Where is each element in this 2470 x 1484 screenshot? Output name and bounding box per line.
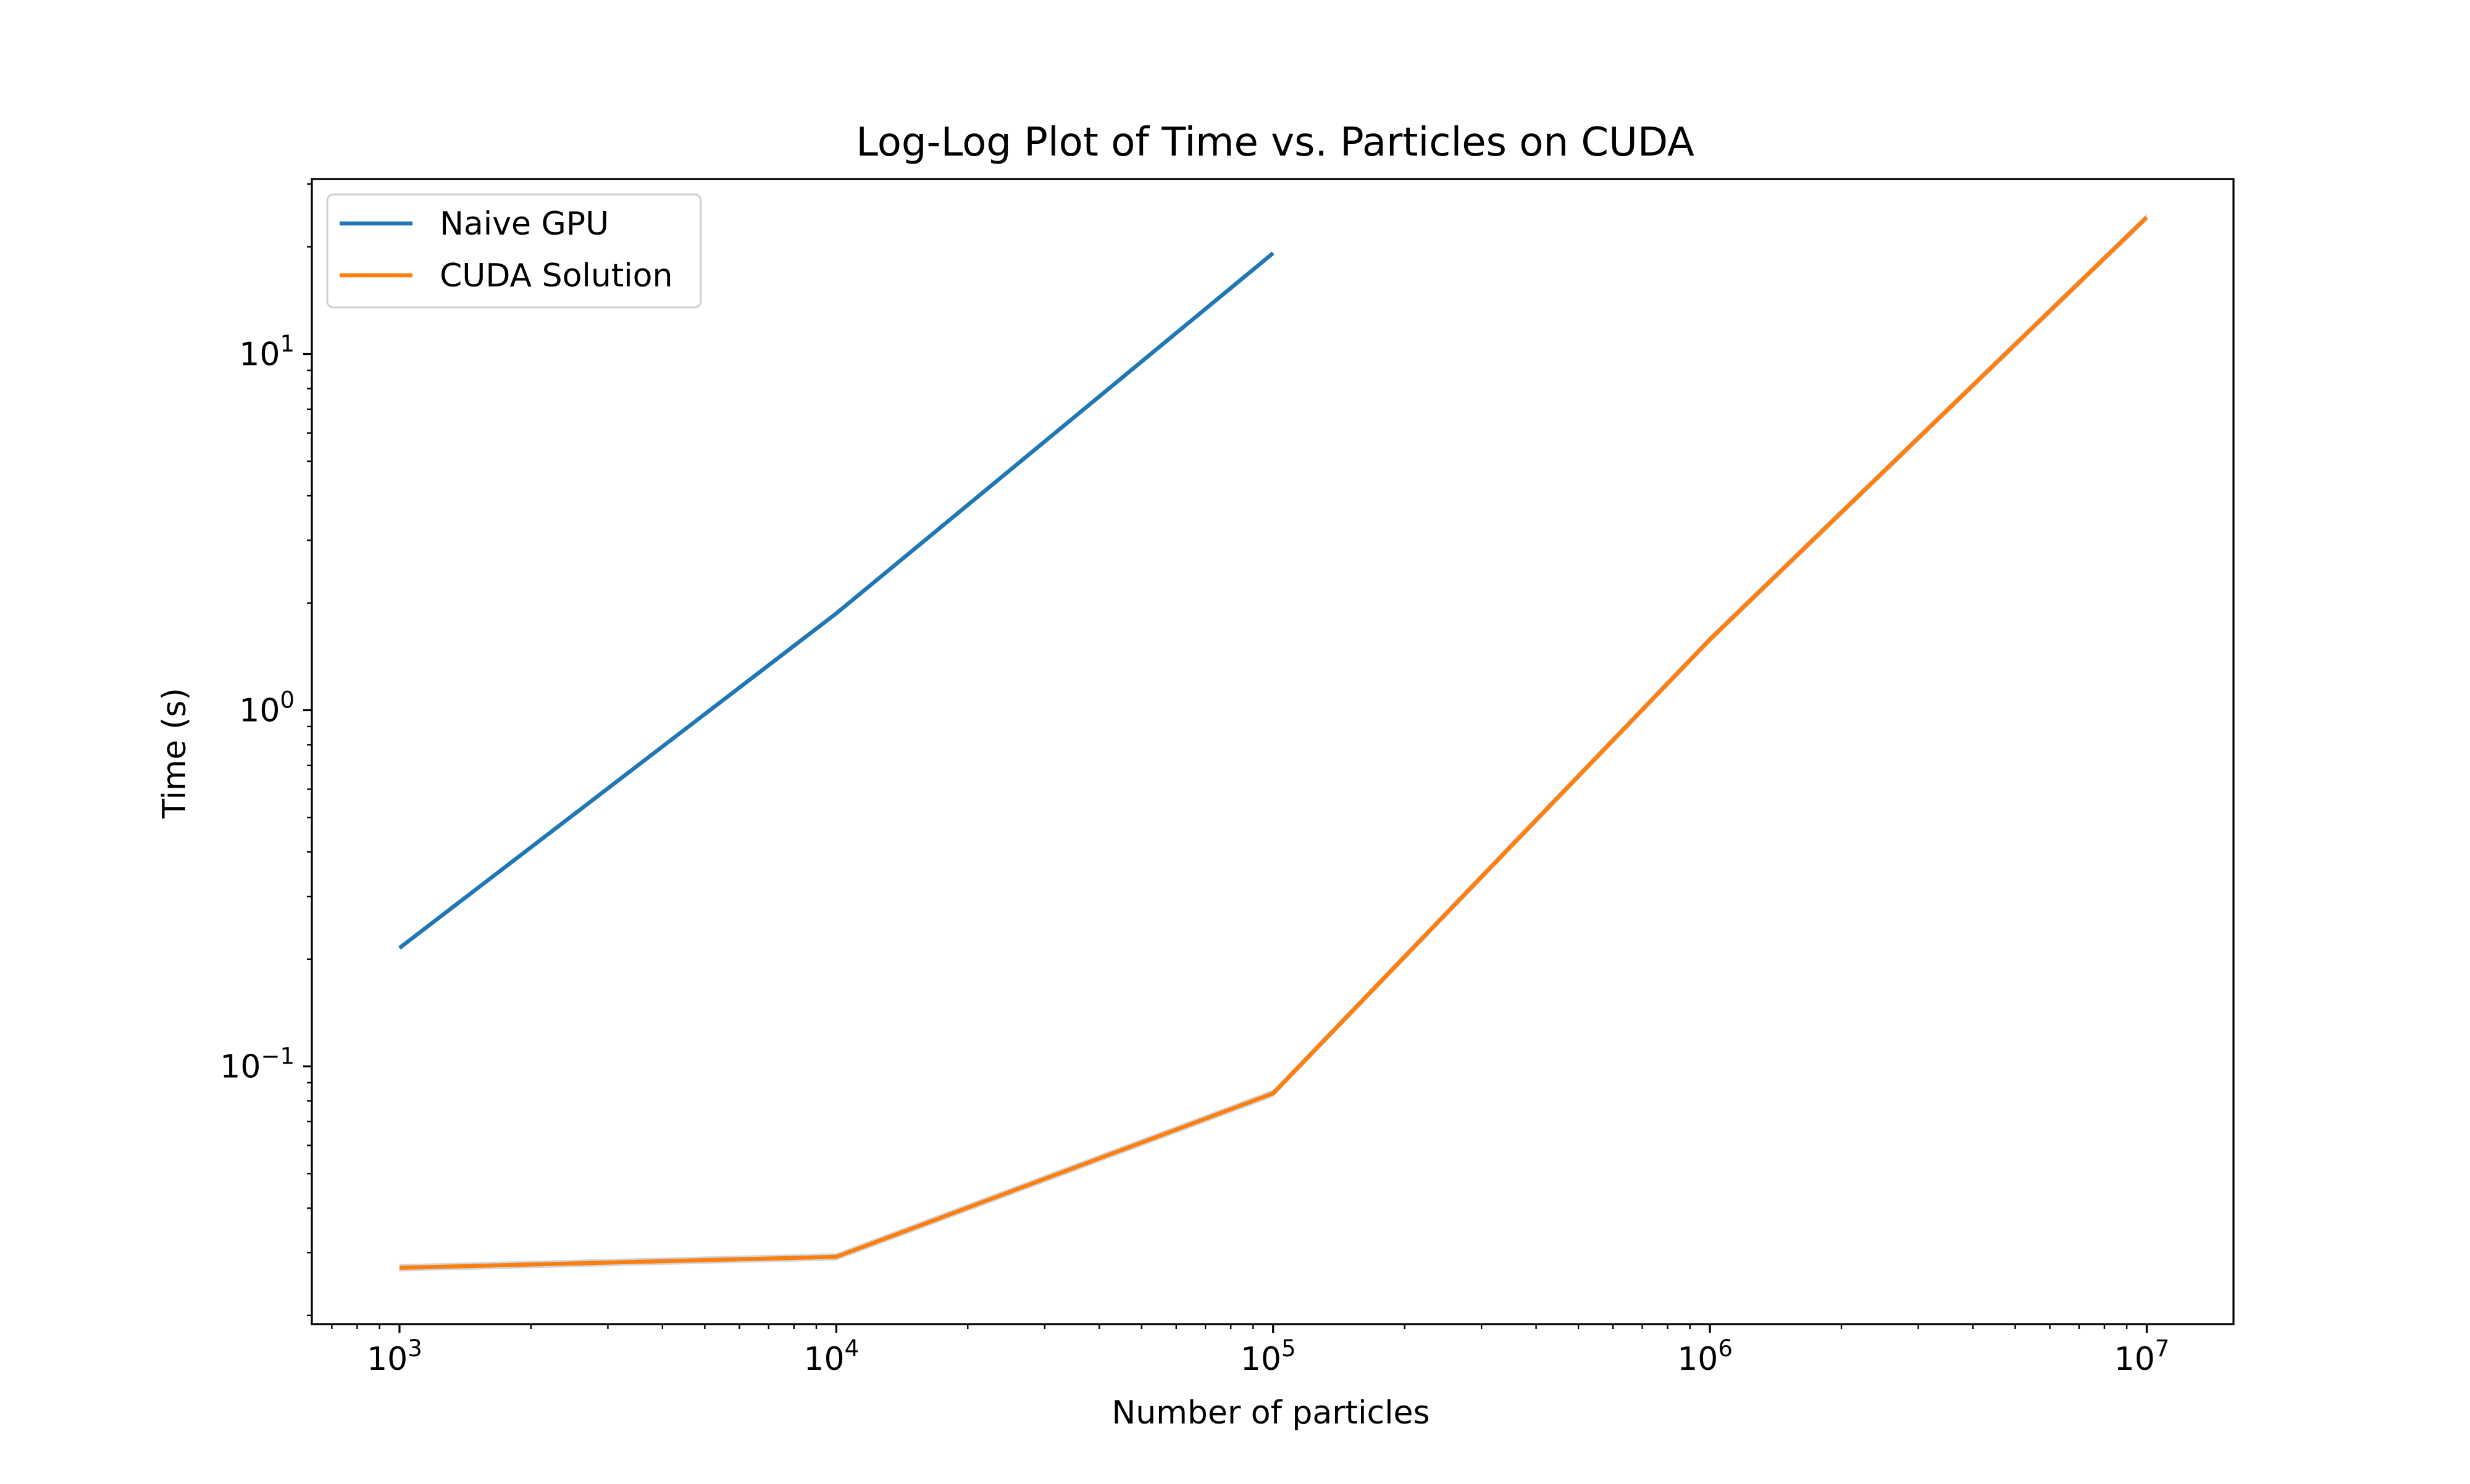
legend-label-1: Naive GPU [440, 206, 609, 243]
series-line-2 [399, 215, 2148, 1270]
x-tick-label: 107 [2114, 1335, 2170, 1378]
y-axis-label: Time (s) [156, 688, 193, 819]
x-tick-label: 104 [803, 1335, 859, 1378]
x-tick-label: 106 [1677, 1335, 1733, 1378]
legend-box [326, 193, 702, 309]
chart-title: Log-Log Plot of Time vs. Particles on CU… [856, 120, 1694, 165]
y-tick-label: 100 [239, 687, 295, 730]
plot-area: 103 104 105 106 107 10−1 100 101 [220, 178, 2235, 1378]
legend: Naive GPU CUDA Solution [326, 193, 702, 309]
x-tick-label: 105 [1241, 1335, 1296, 1378]
y-tick-label: 101 [239, 331, 295, 373]
legend-label-2: CUDA Solution [440, 257, 672, 294]
x-tick-label: 103 [367, 1335, 422, 1378]
y-tick-label: 10−1 [220, 1043, 295, 1086]
series-line-1 [398, 251, 1275, 950]
x-axis-label: Number of particles [1112, 1394, 1430, 1432]
